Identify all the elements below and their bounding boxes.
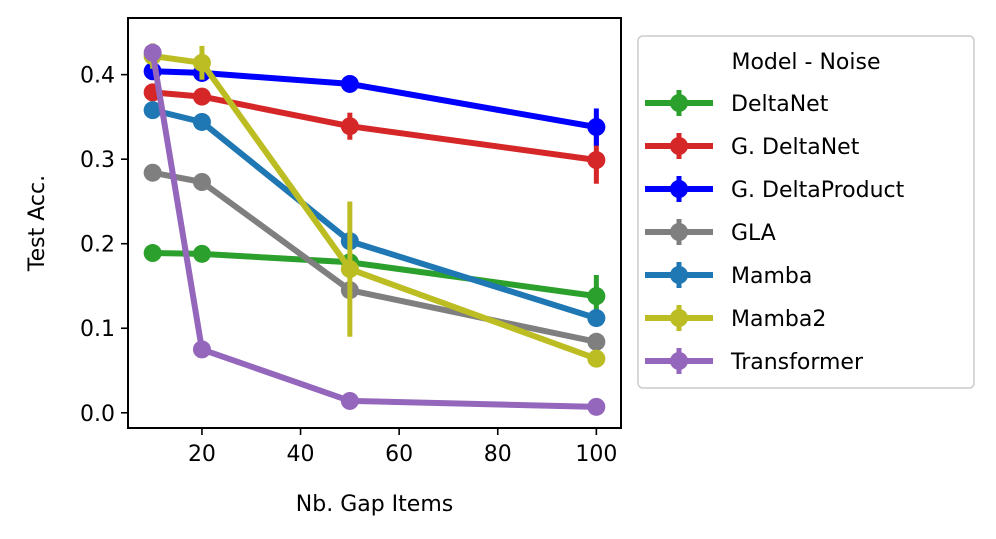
legend-label: Transformer bbox=[730, 350, 864, 375]
series-line bbox=[149, 107, 600, 322]
x-tick-label: 100 bbox=[575, 442, 617, 467]
data-point bbox=[143, 163, 162, 182]
series-line bbox=[149, 68, 600, 131]
series-transformer bbox=[143, 43, 606, 416]
x-axis: 20 40 60 80 100 bbox=[188, 428, 617, 467]
x-tick-label: 20 bbox=[188, 442, 216, 467]
data-point bbox=[340, 117, 359, 136]
data-point bbox=[587, 118, 606, 137]
legend-item: GLA bbox=[645, 219, 776, 246]
legend-label: DeltaNet bbox=[731, 92, 829, 117]
legend-marker bbox=[670, 266, 688, 284]
series-line bbox=[149, 49, 600, 410]
legend-item: Mamba2 bbox=[645, 305, 826, 332]
data-point bbox=[143, 43, 162, 62]
data-point bbox=[340, 391, 359, 410]
legend-label: Mamba2 bbox=[731, 307, 826, 332]
legend-label: G. DeltaProduct bbox=[731, 178, 905, 203]
data-point bbox=[587, 287, 606, 306]
legend-marker bbox=[670, 180, 688, 198]
legend-marker bbox=[670, 223, 688, 241]
data-point bbox=[587, 151, 606, 170]
data-point bbox=[587, 309, 606, 328]
legend-marker bbox=[670, 309, 688, 327]
legend-box bbox=[637, 35, 975, 389]
y-tick-label: 0.4 bbox=[80, 64, 115, 89]
data-point bbox=[587, 349, 606, 368]
plot-frame bbox=[127, 17, 622, 429]
legend-items: DeltaNet G. DeltaNet G. DeltaProduct GLA Mam… bbox=[645, 90, 905, 375]
legend-item: Transformer bbox=[645, 348, 864, 375]
legend-label: G. DeltaNet bbox=[731, 135, 860, 160]
y-tick-label: 0.1 bbox=[80, 317, 115, 342]
legend-marker bbox=[670, 94, 688, 112]
data-point bbox=[192, 173, 211, 191]
data-point bbox=[192, 112, 211, 131]
legend-label: GLA bbox=[731, 221, 776, 246]
y-tick-label: 0.2 bbox=[80, 233, 115, 258]
legend-item: G. DeltaProduct bbox=[645, 176, 905, 203]
data-point bbox=[192, 87, 211, 106]
x-axis-label: Nb. Gap Items bbox=[296, 492, 453, 517]
legend-item: DeltaNet bbox=[645, 90, 829, 117]
series-line bbox=[149, 89, 600, 163]
series-line bbox=[149, 53, 600, 362]
data-point bbox=[340, 74, 359, 93]
data-point bbox=[192, 53, 211, 72]
legend: Model - Noise DeltaNet G. DeltaNet G. Delt… bbox=[637, 35, 975, 389]
legend-title: Model - Noise bbox=[731, 50, 880, 75]
data-point bbox=[192, 340, 211, 359]
legend-item: Mamba bbox=[645, 262, 812, 289]
y-tick-label: 0.0 bbox=[80, 402, 115, 427]
y-axis: 0.0 0.1 0.2 0.3 0.4 bbox=[80, 64, 128, 427]
x-tick-label: 60 bbox=[385, 442, 413, 467]
series-layer bbox=[143, 43, 606, 416]
legend-item: G. DeltaNet bbox=[645, 133, 860, 160]
data-point bbox=[143, 101, 162, 120]
data-point bbox=[340, 260, 359, 279]
x-tick-label: 80 bbox=[484, 442, 512, 467]
data-point bbox=[192, 244, 211, 263]
data-point bbox=[143, 244, 162, 263]
series-mamba2 bbox=[143, 43, 606, 368]
data-point bbox=[587, 397, 606, 416]
legend-marker bbox=[670, 137, 688, 155]
y-tick-label: 0.3 bbox=[80, 148, 115, 173]
x-tick-label: 40 bbox=[287, 442, 315, 467]
y-axis-label: Test Acc. bbox=[25, 175, 50, 272]
legend-marker bbox=[670, 352, 688, 370]
series-mamba bbox=[143, 101, 606, 328]
series-line bbox=[149, 250, 600, 300]
data-point bbox=[587, 332, 606, 351]
legend-label: Mamba bbox=[731, 264, 812, 289]
